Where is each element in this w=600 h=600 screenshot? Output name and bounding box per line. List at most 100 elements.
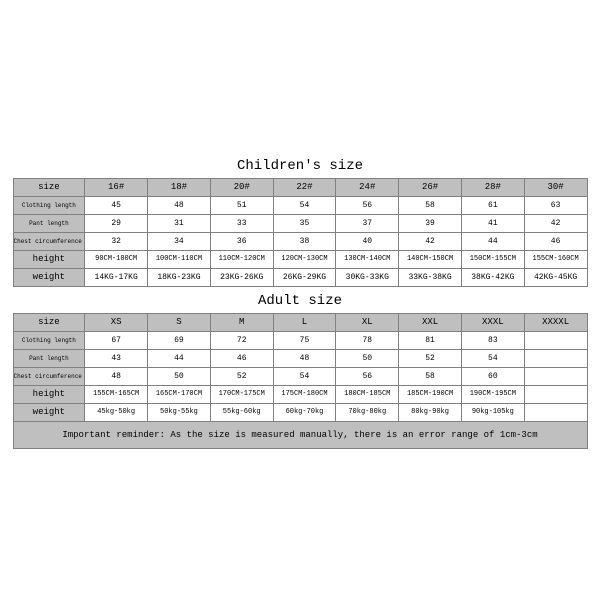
cell: 54: [273, 196, 336, 214]
cell: 44: [148, 349, 211, 367]
cell: 61: [461, 196, 524, 214]
col-header: 22#: [273, 178, 336, 196]
cell: 31: [148, 214, 211, 232]
cell: 34: [148, 232, 211, 250]
cell: 185CM-190CM: [399, 385, 462, 403]
cell: 26KG-29KG: [273, 268, 336, 286]
cell: 130CM-140CM: [336, 250, 399, 268]
cell: 50: [336, 349, 399, 367]
cell: 110CM-120CM: [210, 250, 273, 268]
col-header: S: [148, 313, 211, 331]
cell: 39: [399, 214, 462, 232]
cell: 29: [85, 214, 148, 232]
cell: 155CM-165CM: [85, 385, 148, 403]
children-title: Children's size: [13, 158, 588, 174]
row-label: size: [13, 313, 85, 331]
col-header: XXXXL: [524, 313, 587, 331]
cell: 45kg-50kg: [85, 403, 148, 421]
row-label: Clothing length: [13, 196, 85, 214]
cell: 44: [461, 232, 524, 250]
cell: 50: [148, 367, 211, 385]
row-label: Clothing length: [13, 331, 85, 349]
cell: [524, 385, 587, 403]
note-row: Important reminder: As the size is measu…: [13, 421, 587, 448]
cell: 63: [524, 196, 587, 214]
col-header: 24#: [336, 178, 399, 196]
col-header: 28#: [461, 178, 524, 196]
cell: 75: [273, 331, 336, 349]
cell: 56: [336, 196, 399, 214]
cell: 40: [336, 232, 399, 250]
cell: 45: [85, 196, 148, 214]
cell: 38KG-42KG: [461, 268, 524, 286]
cell: 30KG-33KG: [336, 268, 399, 286]
table-row: Clothing length 45 48 51 54 56 58 61 63: [13, 196, 587, 214]
cell: 42: [399, 232, 462, 250]
cell: 54: [273, 367, 336, 385]
cell: 48: [273, 349, 336, 367]
table-row: Chest circumference 1/2 32 34 36 38 40 4…: [13, 232, 587, 250]
col-header: 26#: [399, 178, 462, 196]
cell: 37: [336, 214, 399, 232]
cell: 43: [85, 349, 148, 367]
cell: 35: [273, 214, 336, 232]
col-header: XXXL: [461, 313, 524, 331]
col-header: M: [210, 313, 273, 331]
cell: 36: [210, 232, 273, 250]
cell: 60kg-70kg: [273, 403, 336, 421]
table-row: weight 45kg-50kg 50kg-55kg 55kg-60kg 60k…: [13, 403, 587, 421]
cell: 42: [524, 214, 587, 232]
cell: 150CM-155CM: [461, 250, 524, 268]
cell: 155CM-160CM: [524, 250, 587, 268]
cell: 54: [461, 349, 524, 367]
cell: 72: [210, 331, 273, 349]
cell: 46: [524, 232, 587, 250]
cell: 70kg-80kg: [336, 403, 399, 421]
table-row: height 90CM-100CM 100CM-110CM 110CM-120C…: [13, 250, 587, 268]
size-chart: Children's size size 16# 18# 20# 22# 24#…: [13, 152, 588, 449]
cell: 180CM-185CM: [336, 385, 399, 403]
cell: 32: [85, 232, 148, 250]
col-header: 18#: [148, 178, 211, 196]
table-row: height 155CM-165CM 165CM-170CM 170CM-175…: [13, 385, 587, 403]
cell: 33: [210, 214, 273, 232]
cell: 56: [336, 367, 399, 385]
cell: 190CM-195CM: [461, 385, 524, 403]
cell: 165CM-170CM: [148, 385, 211, 403]
cell: 90CM-100CM: [85, 250, 148, 268]
row-label: size: [13, 178, 85, 196]
cell: 52: [399, 349, 462, 367]
table-row: size XS S M L XL XXL XXXL XXXXL: [13, 313, 587, 331]
children-table: size 16# 18# 20# 22# 24# 26# 28# 30# Clo…: [13, 178, 588, 287]
cell: 51: [210, 196, 273, 214]
row-label: Chest circumference 1/2: [13, 367, 85, 385]
col-header: 20#: [210, 178, 273, 196]
row-label: Pant length: [13, 349, 85, 367]
cell: 52: [210, 367, 273, 385]
row-label: height: [13, 385, 85, 403]
cell: 81: [399, 331, 462, 349]
page: Children's size size 16# 18# 20# 22# 24#…: [0, 0, 600, 600]
cell: 55kg-60kg: [210, 403, 273, 421]
cell: 90kg-105kg: [461, 403, 524, 421]
note-text: Important reminder: As the size is measu…: [13, 421, 587, 448]
row-label: Pant length: [13, 214, 85, 232]
row-label: weight: [13, 403, 85, 421]
cell: 78: [336, 331, 399, 349]
col-header: XS: [85, 313, 148, 331]
adult-table: size XS S M L XL XXL XXXL XXXXL Clothing…: [13, 313, 588, 449]
col-header: XXL: [399, 313, 462, 331]
col-header: 16#: [85, 178, 148, 196]
col-header: 30#: [524, 178, 587, 196]
cell: 58: [399, 367, 462, 385]
cell: 42KG-45KG: [524, 268, 587, 286]
cell: [524, 349, 587, 367]
cell: [524, 331, 587, 349]
cell: 140CM-150CM: [399, 250, 462, 268]
cell: [524, 367, 587, 385]
cell: 69: [148, 331, 211, 349]
table-row: Clothing length 67 69 72 75 78 81 83: [13, 331, 587, 349]
cell: 83: [461, 331, 524, 349]
cell: 46: [210, 349, 273, 367]
cell: 14KG-17KG: [85, 268, 148, 286]
